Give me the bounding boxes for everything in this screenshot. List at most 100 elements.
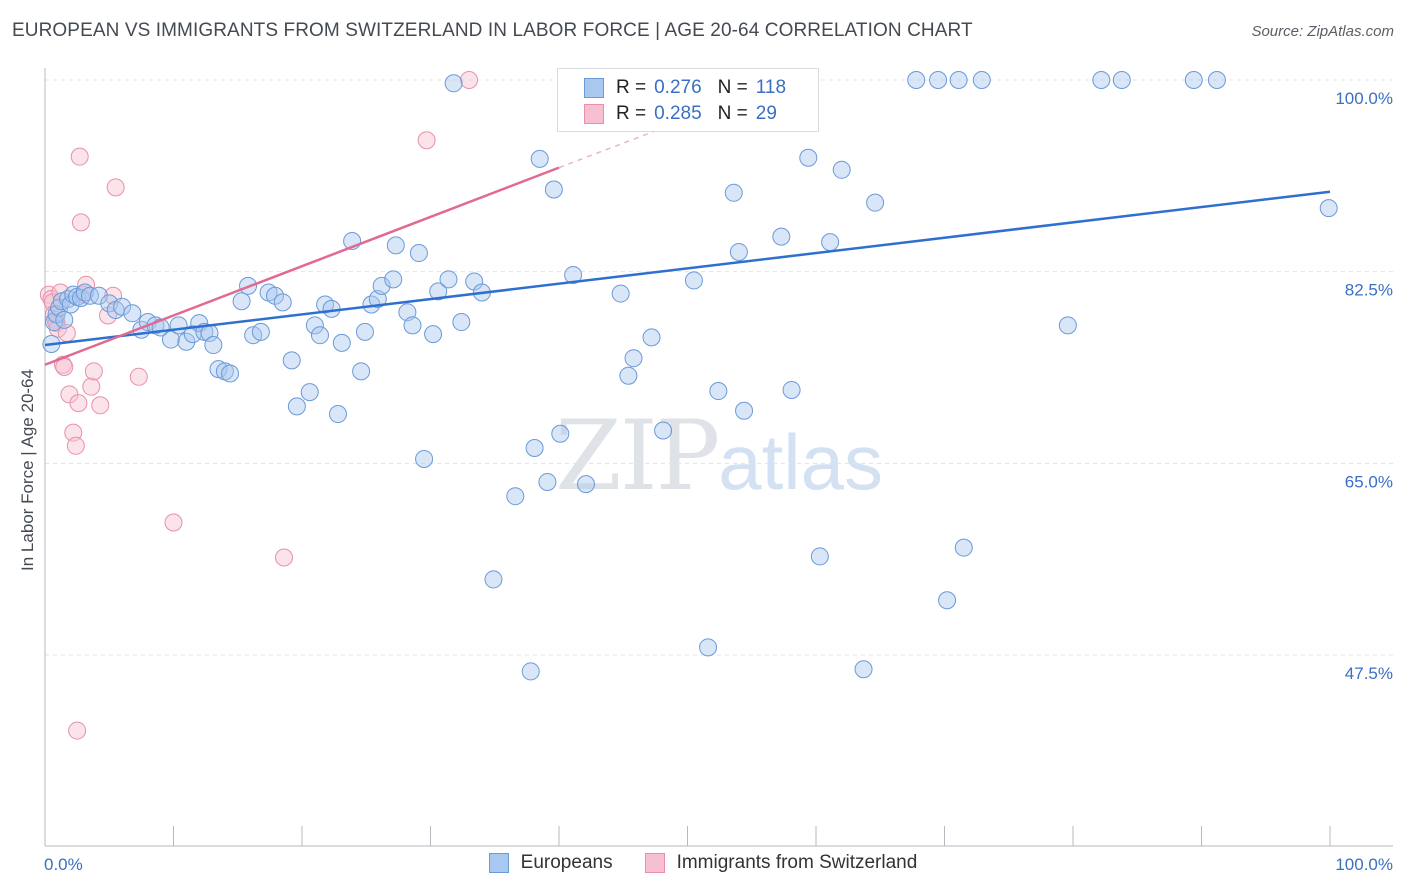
- series-legend-immigrants: Immigrants from Switzerland: [644, 852, 918, 874]
- data-point-europeans: [444, 74, 463, 93]
- data-point-europeans: [538, 472, 557, 491]
- data-point-europeans: [266, 286, 285, 305]
- data-point-europeans: [576, 475, 595, 494]
- x-tick-label: 0.0%: [44, 855, 83, 874]
- data-point-europeans: [232, 292, 251, 311]
- data-point-immigrants: [68, 721, 87, 740]
- data-point-europeans: [654, 421, 673, 440]
- trend-line-europeans: [44, 190, 1331, 347]
- data-point-europeans: [273, 293, 292, 312]
- series-name-immigrants: Immigrants from Switzerland: [676, 852, 918, 873]
- data-point-europeans: [352, 362, 371, 381]
- data-point-europeans: [611, 284, 630, 303]
- data-point-europeans: [506, 487, 525, 506]
- data-point-immigrants: [71, 213, 90, 232]
- data-point-europeans: [619, 366, 638, 385]
- data-point-immigrants: [91, 396, 110, 415]
- data-point-immigrants: [84, 362, 103, 381]
- data-point-europeans: [403, 316, 422, 335]
- data-point-immigrants: [129, 367, 148, 386]
- data-point-europeans: [251, 322, 270, 341]
- data-point-europeans: [1058, 316, 1077, 335]
- data-point-europeans: [439, 270, 458, 289]
- data-point-immigrants: [460, 71, 479, 89]
- data-point-europeans: [328, 405, 347, 424]
- data-point-europeans: [384, 270, 403, 289]
- data-point-immigrants: [164, 513, 183, 532]
- legend-r-value: 0.276: [654, 77, 702, 98]
- data-point-europeans: [221, 364, 240, 383]
- legend-swatch-immigrants: [584, 104, 604, 124]
- series-swatch-europeans: [488, 853, 509, 873]
- legend-r-label: R =: [616, 103, 647, 124]
- data-point-europeans: [699, 638, 718, 657]
- data-point-europeans: [929, 71, 948, 89]
- data-point-europeans: [821, 233, 840, 252]
- data-point-europeans: [305, 316, 324, 335]
- data-point-europeans: [355, 322, 374, 341]
- data-point-europeans: [551, 424, 570, 443]
- data-point-europeans: [624, 349, 643, 368]
- data-point-europeans: [452, 313, 471, 332]
- data-point-europeans: [521, 662, 540, 681]
- legend-r-value: 0.285: [654, 103, 702, 124]
- series-name-europeans: Europeans: [520, 852, 613, 873]
- legend-swatch-europeans: [584, 78, 604, 98]
- series-legend: Europeans Immigrants from Switzerland: [0, 852, 1406, 874]
- data-point-europeans: [735, 401, 754, 420]
- data-point-europeans: [209, 360, 228, 379]
- legend-n-value: 118: [755, 77, 787, 98]
- data-point-europeans: [204, 336, 223, 355]
- data-point-europeans: [772, 227, 791, 246]
- data-point-europeans: [642, 328, 661, 347]
- data-point-europeans: [832, 160, 851, 179]
- data-point-europeans: [287, 397, 306, 416]
- data-point-immigrants: [70, 147, 89, 166]
- data-point-europeans: [113, 297, 132, 316]
- data-point-europeans: [415, 449, 434, 468]
- data-point-europeans: [177, 332, 196, 351]
- data-point-immigrants: [55, 357, 74, 376]
- data-point-europeans: [300, 383, 319, 402]
- data-point-europeans: [1092, 71, 1111, 89]
- data-point-immigrants: [106, 178, 125, 197]
- data-point-immigrants: [66, 436, 85, 455]
- data-point-europeans: [310, 326, 329, 345]
- data-point-immigrants: [82, 377, 101, 396]
- data-point-europeans: [544, 180, 563, 199]
- series-swatch-immigrants: [644, 853, 665, 873]
- data-point-europeans: [386, 236, 405, 255]
- x-tick-label: 100.0%: [1335, 855, 1393, 874]
- data-point-europeans: [525, 439, 544, 457]
- data-point-immigrants: [417, 131, 436, 150]
- data-point-europeans: [949, 71, 968, 89]
- y-tick-label: 65.0%: [1345, 472, 1393, 491]
- data-point-europeans: [907, 71, 926, 89]
- data-point-europeans: [866, 193, 885, 212]
- data-point-europeans: [729, 242, 748, 261]
- y-tick-label: 100.0%: [1335, 89, 1393, 108]
- data-point-europeans: [372, 276, 391, 295]
- data-point-europeans: [484, 570, 503, 589]
- legend-n-label: N =: [717, 103, 748, 124]
- data-point-europeans: [854, 660, 873, 679]
- data-point-europeans: [709, 382, 728, 401]
- legend-row-immigrants: R = 0.285 N = 29: [584, 101, 793, 127]
- stats-legend: R = 0.276 N = 118 R = 0.285 N = 29: [557, 68, 819, 132]
- legend-n-value: 29: [755, 103, 777, 124]
- data-point-europeans: [55, 310, 74, 329]
- data-point-europeans: [938, 591, 957, 610]
- data-point-europeans: [424, 325, 443, 344]
- data-point-europeans: [282, 351, 301, 370]
- data-point-europeans: [954, 538, 973, 557]
- chart-title: EUROPEAN VS IMMIGRANTS FROM SWITZERLAND …: [12, 20, 973, 41]
- data-point-europeans: [684, 271, 703, 290]
- data-point-europeans: [1319, 199, 1338, 218]
- data-point-europeans: [429, 282, 448, 301]
- trend-line-immigrants: [44, 166, 560, 366]
- legend-n-label: N =: [717, 77, 748, 98]
- data-point-europeans: [972, 71, 991, 89]
- data-point-europeans: [409, 244, 428, 263]
- data-point-europeans: [724, 183, 743, 202]
